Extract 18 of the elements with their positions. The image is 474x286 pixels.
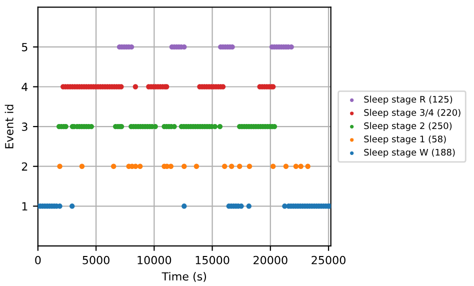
legend-label: Sleep stage R (125) bbox=[364, 96, 452, 104]
legend-label: Sleep stage 2 (250) bbox=[364, 122, 452, 131]
y-axis-title: Event id bbox=[4, 104, 14, 148]
x-tick-label: 10000 bbox=[138, 256, 172, 264]
legend-label: Sleep stage 1 (58) bbox=[364, 135, 446, 144]
x-tick-label: 25000 bbox=[312, 256, 346, 264]
y-tick-label: 2 bbox=[22, 162, 28, 171]
legend-label: Sleep stage 3/4 (220) bbox=[364, 108, 460, 118]
y-tick-label: 3 bbox=[22, 122, 28, 131]
y-tick-label: 1 bbox=[22, 202, 28, 210]
x-tick-label: 15000 bbox=[196, 256, 230, 264]
y-tick-label: 5 bbox=[22, 43, 28, 52]
y-tick-label: 4 bbox=[22, 82, 28, 91]
legend-label: Sleep stage W (188) bbox=[364, 148, 455, 158]
x-axis-title: Time (s) bbox=[162, 272, 206, 282]
x-tick-label: 5000 bbox=[82, 256, 110, 264]
x-tick-label: 20000 bbox=[254, 256, 288, 264]
x-tick-label: 0 bbox=[35, 256, 41, 264]
